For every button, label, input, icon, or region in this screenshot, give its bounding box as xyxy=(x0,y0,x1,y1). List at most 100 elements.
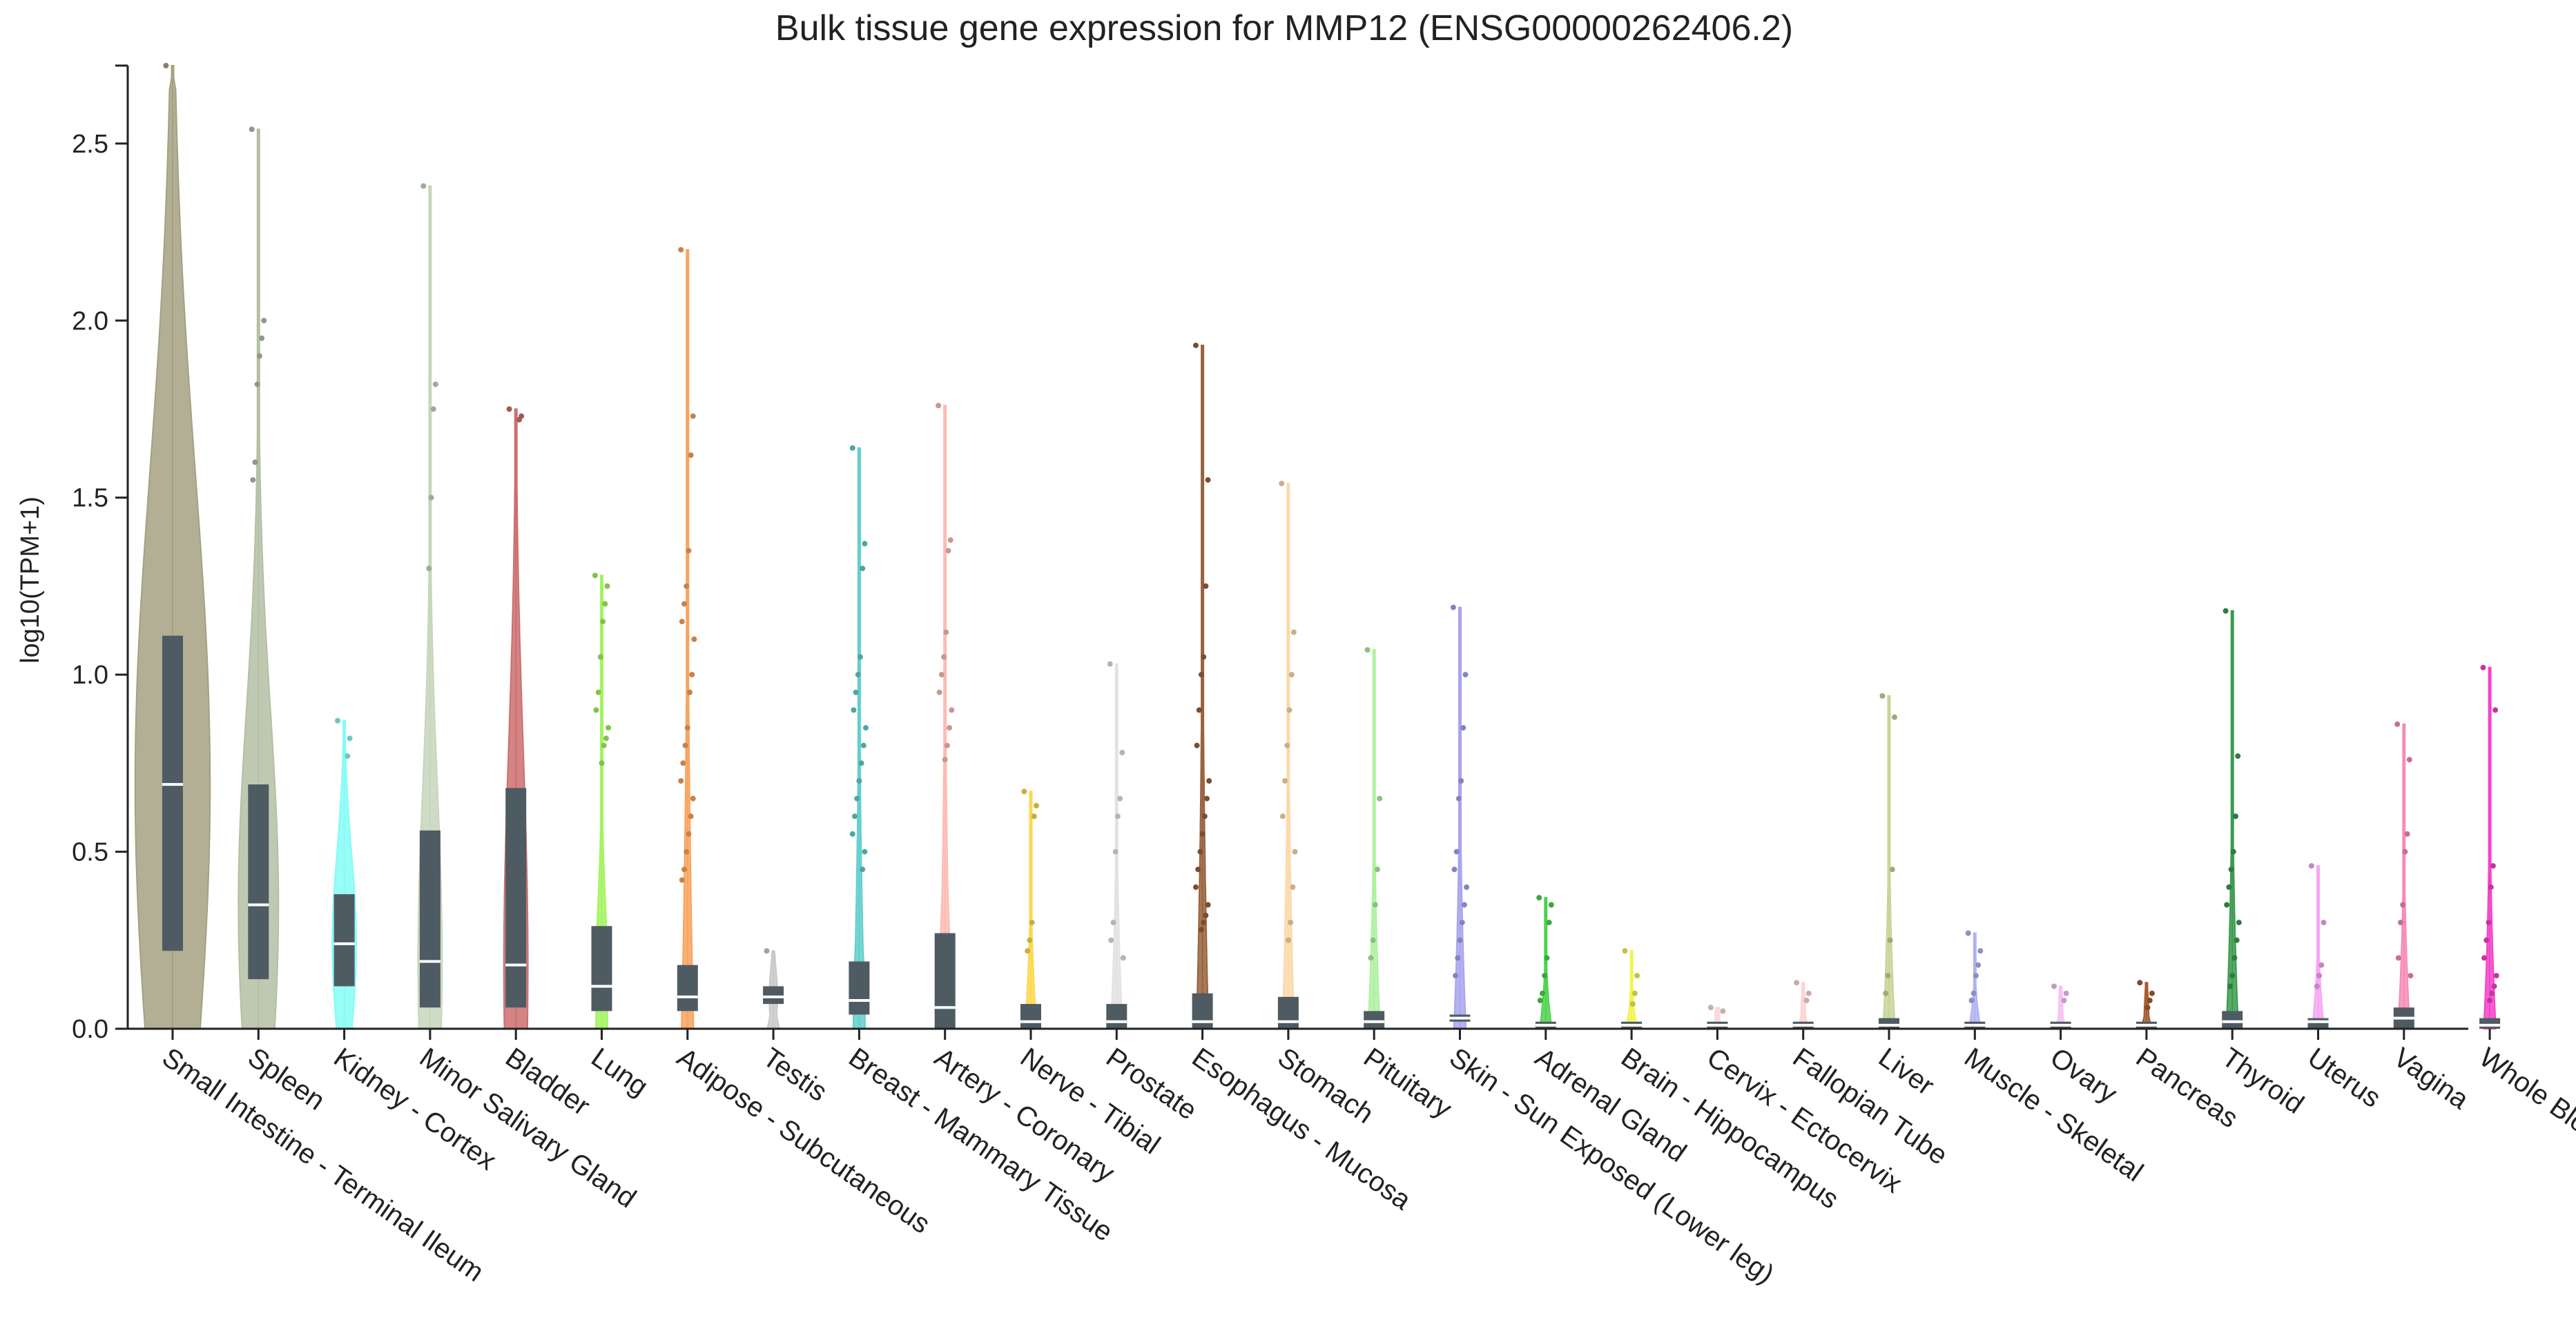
outlier-point xyxy=(1629,1001,1636,1007)
outlier-point xyxy=(2480,664,2486,670)
outlier-point xyxy=(600,619,606,625)
violin-box xyxy=(333,894,355,987)
violin-box xyxy=(2222,1011,2243,1029)
outlier-point xyxy=(2149,990,2155,996)
outlier-point xyxy=(688,813,694,820)
outlier-point xyxy=(1546,920,1552,926)
outlier-point xyxy=(858,654,863,660)
violin-group xyxy=(1364,647,1385,1029)
outlier-point xyxy=(345,753,351,759)
outlier-point xyxy=(1108,937,1114,943)
outlier-point xyxy=(599,760,605,766)
violin-box xyxy=(1364,1011,1385,1029)
outlier-point xyxy=(1461,902,1467,908)
violin-group xyxy=(2050,983,2071,1029)
outlier-point xyxy=(1114,813,1121,820)
outlier-point xyxy=(1720,1008,1726,1014)
outlier-point xyxy=(1368,955,1374,961)
outlier-point xyxy=(1107,661,1113,667)
outlier-point xyxy=(2308,863,2314,869)
violin-group xyxy=(763,948,784,1029)
outlier-point xyxy=(689,672,695,678)
outlier-point xyxy=(1455,955,1461,961)
outlier-point xyxy=(1622,948,1628,954)
outlier-point xyxy=(2061,998,2067,1003)
outlier-point xyxy=(2321,920,2327,926)
outlier-point xyxy=(681,867,687,873)
violin-group xyxy=(677,246,698,1029)
outlier-point xyxy=(1970,990,1977,996)
outlier-point xyxy=(2234,937,2240,943)
outlier-point xyxy=(1031,813,1037,820)
outlier-point xyxy=(1290,884,1296,890)
violin-group xyxy=(417,183,443,1029)
outlier-point xyxy=(2222,608,2229,614)
outlier-point xyxy=(1284,742,1290,748)
outlier-point xyxy=(2404,831,2410,837)
x-tick-label: Whole Blood xyxy=(2474,1042,2576,1156)
outlier-point xyxy=(1201,920,1207,926)
outlier-point xyxy=(679,619,685,625)
outlier-point xyxy=(430,406,436,412)
outlier-point xyxy=(849,445,855,451)
violin-box xyxy=(419,830,440,1008)
outlier-point xyxy=(691,636,697,642)
outlier-point xyxy=(1453,973,1459,979)
violin-group xyxy=(134,63,211,1029)
outlier-point xyxy=(852,813,858,820)
outlier-point xyxy=(2229,973,2236,979)
outlier-point xyxy=(1459,920,1465,926)
outlier-point xyxy=(1457,937,1463,943)
outlier-point xyxy=(1205,477,1211,483)
outlier-point xyxy=(1203,583,1209,589)
outlier-point xyxy=(249,126,255,133)
outlier-point xyxy=(690,795,696,802)
y-tick-label: 0.5 xyxy=(72,838,108,867)
violin-group xyxy=(503,406,529,1029)
y-tick-label: 1.5 xyxy=(72,484,108,513)
outlier-point xyxy=(1195,867,1201,873)
outlier-point xyxy=(949,707,955,713)
outlier-point xyxy=(943,629,949,635)
outlier-point xyxy=(592,572,598,579)
outlier-point xyxy=(2487,998,2493,1003)
outlier-point xyxy=(1631,990,1638,996)
outlier-point xyxy=(941,654,947,660)
violin-group xyxy=(331,717,357,1029)
outlier-point xyxy=(1364,647,1371,653)
outlier-point xyxy=(2318,962,2325,968)
outlier-point xyxy=(1199,927,1204,933)
outlier-point xyxy=(1460,725,1466,731)
outlier-point xyxy=(2228,867,2234,873)
y-tick-label: 0.0 xyxy=(72,1015,108,1044)
outlier-point xyxy=(1455,795,1462,802)
outlier-point xyxy=(1201,654,1207,660)
outlier-point xyxy=(428,494,434,501)
outlier-point xyxy=(602,601,608,607)
violin-box xyxy=(1020,1004,1041,1029)
outlier-point xyxy=(1288,920,1294,926)
outlier-point xyxy=(860,742,866,748)
outlier-point xyxy=(945,548,951,554)
outlier-point xyxy=(1193,342,1199,349)
outlier-point xyxy=(684,849,690,855)
outlier-point xyxy=(2137,980,2143,986)
outlier-point xyxy=(856,778,862,784)
outlier-point xyxy=(2398,920,2403,926)
x-tick-label: Liver xyxy=(1873,1042,1939,1101)
outlier-point xyxy=(2236,920,2242,926)
outlier-point xyxy=(1803,998,1810,1003)
violin-group xyxy=(591,572,612,1029)
outlier-point xyxy=(2490,863,2496,869)
outlier-point xyxy=(516,416,522,423)
outlier-point xyxy=(1968,998,1975,1003)
violin-box xyxy=(248,784,269,980)
x-tick-label: Lung xyxy=(585,1042,653,1102)
outlier-point xyxy=(1199,831,1205,837)
outlier-point xyxy=(603,735,609,742)
axes-layer: Small Intestine - Terminal IleumSpleenKi… xyxy=(72,64,2576,1290)
violin-group xyxy=(1879,693,1899,1029)
violin-group xyxy=(1964,930,1986,1029)
outlier-point xyxy=(1110,920,1116,926)
